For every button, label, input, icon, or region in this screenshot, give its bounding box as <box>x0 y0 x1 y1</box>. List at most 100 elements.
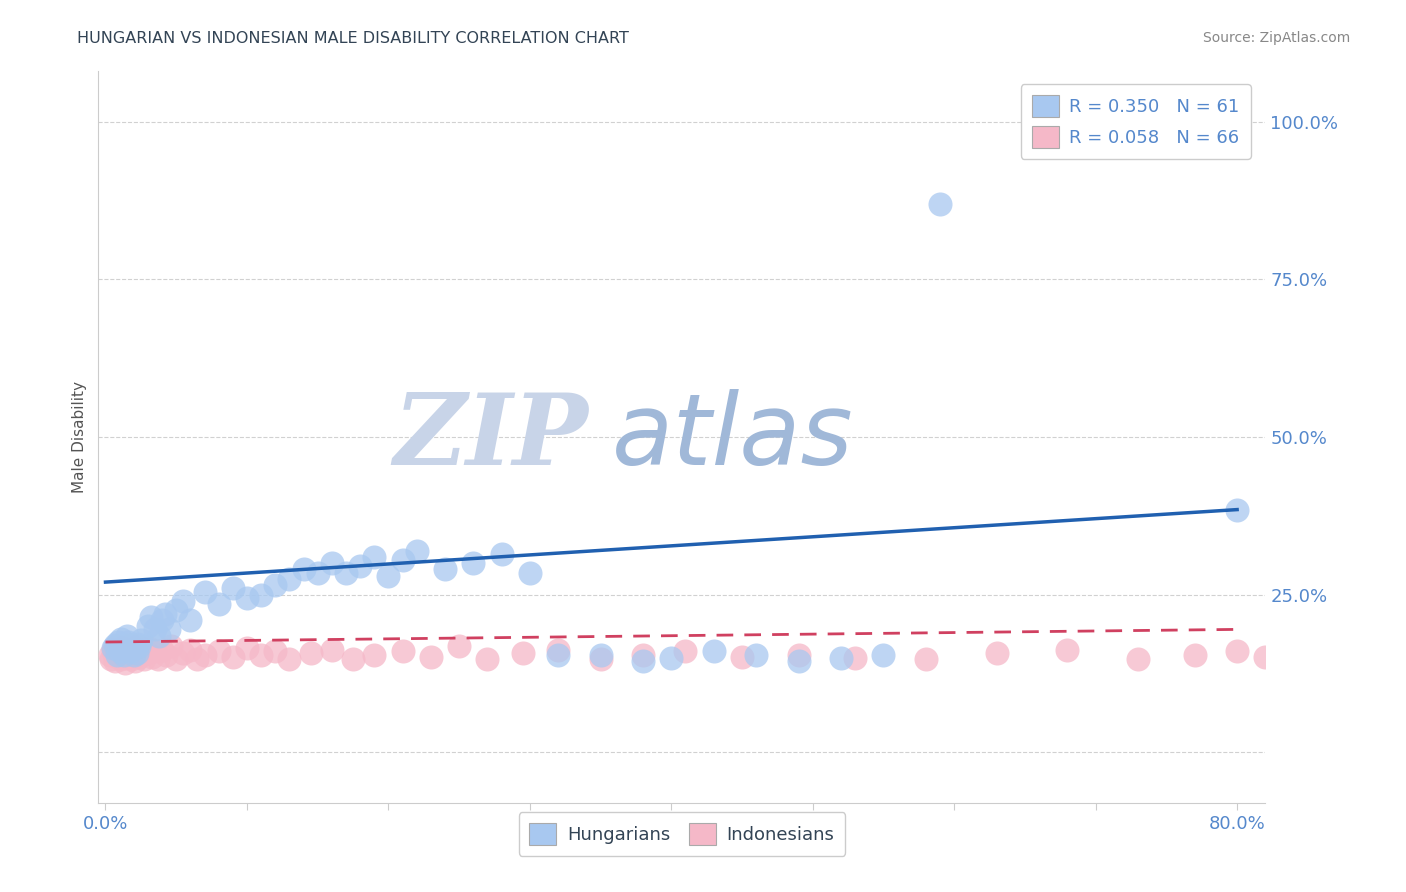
Point <box>1126 652 1149 666</box>
Point <box>292 562 315 576</box>
Point <box>121 646 143 660</box>
Point <box>117 635 139 649</box>
Point <box>125 646 148 660</box>
Y-axis label: Male Disability: Male Disability <box>72 381 87 493</box>
Point <box>118 641 141 656</box>
Point <box>659 650 682 665</box>
Point <box>157 623 180 637</box>
Point <box>110 632 132 646</box>
Point <box>1254 649 1277 664</box>
Point <box>179 643 201 657</box>
Point <box>193 648 215 662</box>
Point <box>129 644 152 658</box>
Point <box>278 652 301 666</box>
Point <box>236 641 259 656</box>
Point <box>391 553 413 567</box>
Point <box>150 643 173 657</box>
Point <box>121 638 143 652</box>
Point <box>264 644 287 658</box>
Point <box>477 652 499 666</box>
Point <box>120 652 142 666</box>
Point <box>112 648 135 662</box>
Point <box>1056 643 1078 657</box>
Point <box>703 644 725 658</box>
Point <box>512 646 534 660</box>
Point <box>491 547 513 561</box>
Point <box>114 656 136 670</box>
Point <box>675 644 697 658</box>
Point <box>264 578 287 592</box>
Point <box>186 652 208 666</box>
Point <box>391 644 413 658</box>
Point <box>335 566 357 580</box>
Point <box>103 646 125 660</box>
Point <box>589 652 612 666</box>
Text: ZIP: ZIP <box>394 389 589 485</box>
Point <box>172 646 194 660</box>
Point <box>1184 648 1206 662</box>
Point <box>363 648 385 662</box>
Text: HUNGARIAN VS INDONESIAN MALE DISABILITY CORRELATION CHART: HUNGARIAN VS INDONESIAN MALE DISABILITY … <box>77 31 630 46</box>
Point <box>321 643 343 657</box>
Point <box>117 649 139 664</box>
Point <box>321 556 343 570</box>
Point <box>122 648 145 662</box>
Point <box>986 646 1008 660</box>
Text: Source: ZipAtlas.com: Source: ZipAtlas.com <box>1202 31 1350 45</box>
Point <box>419 649 441 664</box>
Point <box>136 619 159 633</box>
Point <box>107 649 129 664</box>
Point <box>128 649 150 664</box>
Point <box>138 641 160 656</box>
Point <box>589 648 612 662</box>
Point <box>104 638 127 652</box>
Point <box>363 549 385 564</box>
Point <box>405 543 427 558</box>
Point <box>172 594 194 608</box>
Point <box>449 640 471 654</box>
Point <box>731 649 754 664</box>
Point <box>118 638 141 652</box>
Point <box>155 648 177 662</box>
Point <box>463 556 485 570</box>
Legend: Hungarians, Indonesians: Hungarians, Indonesians <box>519 813 845 856</box>
Point <box>222 649 245 664</box>
Point <box>141 649 163 664</box>
Point <box>193 584 215 599</box>
Point <box>132 652 155 666</box>
Point <box>349 559 371 574</box>
Point <box>111 641 134 656</box>
Point <box>98 648 121 662</box>
Point <box>250 648 273 662</box>
Point <box>307 566 329 580</box>
Point <box>278 572 301 586</box>
Point <box>110 652 132 666</box>
Point <box>122 643 145 657</box>
Point <box>124 654 146 668</box>
Point <box>143 623 166 637</box>
Point <box>519 566 541 580</box>
Point <box>1226 644 1249 658</box>
Point <box>250 588 273 602</box>
Point <box>135 646 157 660</box>
Point <box>1226 502 1249 516</box>
Point <box>125 648 148 662</box>
Point <box>377 569 399 583</box>
Point <box>108 644 131 658</box>
Text: atlas: atlas <box>612 389 853 485</box>
Point <box>929 196 952 211</box>
Point <box>208 644 231 658</box>
Point <box>236 591 259 605</box>
Point <box>120 644 142 658</box>
Point <box>787 648 810 662</box>
Point <box>208 597 231 611</box>
Point <box>101 641 124 656</box>
Point <box>101 643 124 657</box>
Point <box>153 607 176 621</box>
Point <box>112 648 135 662</box>
Point <box>159 640 181 654</box>
Point <box>108 644 131 658</box>
Point <box>114 638 136 652</box>
Point <box>115 629 138 643</box>
Point <box>115 644 138 658</box>
